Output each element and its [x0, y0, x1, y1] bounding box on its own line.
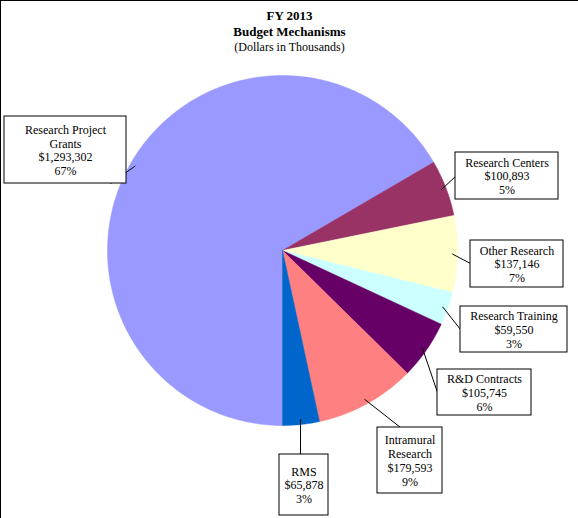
- svg-text:FY 2013: FY 2013: [266, 8, 313, 23]
- svg-text:Research ProjectGrants$1,293,3: Research ProjectGrants$1,293,30267%67: [25, 123, 107, 178]
- svg-text:Research Training$59,5503%3: Research Training$59,5503%3: [470, 309, 558, 351]
- svg-text:(Dollars in Thousands): (Dollars in Thousands): [234, 40, 344, 54]
- svg-text:Research Centers$100,8935%5: Research Centers$100,8935%5: [465, 156, 549, 198]
- svg-text:Other Research$137,1467%7: Other Research$137,1467%7: [480, 244, 554, 286]
- svg-text:R&D Contracts$105,7456%6: R&D Contracts$105,7456%6: [447, 372, 522, 414]
- svg-text:RMS$65,8783%3: RMS$65,8783%3: [285, 465, 324, 507]
- svg-text:Budget Mechanisms: Budget Mechanisms: [233, 24, 345, 39]
- svg-text:IntramuralResearch$179,5939%9: IntramuralResearch$179,5939%9: [385, 433, 436, 488]
